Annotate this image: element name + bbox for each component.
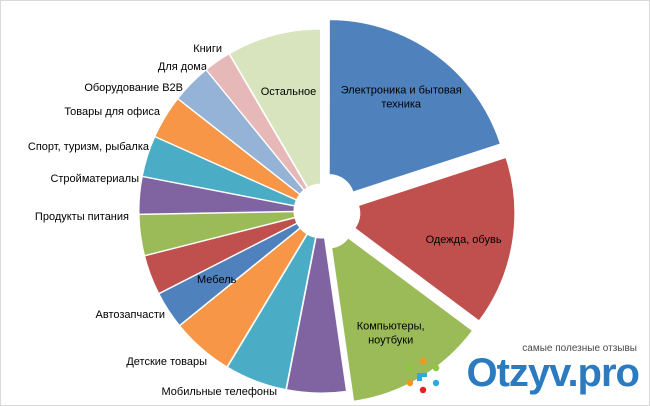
slice-label: Детские товары [126,356,207,368]
slice-label: Спорт, туризм, рыбалка [28,141,150,153]
pie-slice [179,227,308,368]
slice-label: Остальное [261,86,317,98]
pie-slice [205,53,308,191]
pie-slice [354,156,516,322]
slice-label: Оборудование B2B [84,82,183,94]
pie-slice [285,236,348,394]
slice-label: Книги [193,43,222,55]
pie-slice [226,233,317,391]
watermark-brand[interactable]: Otzyv.pro [466,351,640,395]
pie-slice [228,28,322,189]
slice-label: Товары для офиса [64,106,161,118]
slice-label: Мобильные телефоны [161,386,277,398]
slice-label: Автозапчасти [96,309,166,321]
pie-slice [331,237,474,402]
slice-label: Одежда, обувь [426,234,502,246]
watermark-tagline: самые полезные отзывы [522,343,637,354]
slice-label: Стройматериалы [50,173,139,185]
watermark[interactable]: самые полезные отзывы Otzyv.pro [401,343,641,401]
pie-slice [328,19,502,193]
people-circle-icon [406,357,440,394]
slice-label: Мебель [197,274,237,286]
slice-label: Компьютеры, ноутбуки [357,320,425,346]
slice-label: Продукты питания [35,211,129,223]
slice-label: Для дома [158,61,208,73]
slice-label: Электроника и бытовая техника [341,85,462,111]
